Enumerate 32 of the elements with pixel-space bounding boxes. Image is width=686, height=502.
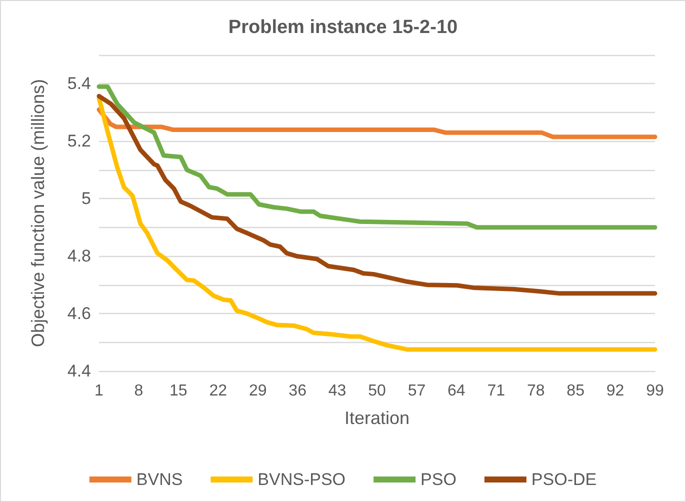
legend-label: PSO — [420, 470, 456, 489]
y-tick-label: 5 — [82, 189, 91, 208]
x-tick-label: 85 — [566, 382, 585, 400]
line-series — [96, 94, 658, 296]
x-tick-label: 29 — [248, 382, 267, 400]
line-series — [96, 107, 658, 140]
y-tick-label: 5.4 — [67, 74, 91, 94]
x-tick-label: 64 — [448, 382, 466, 400]
x-tick-label: 1 — [94, 382, 104, 400]
x-tick-label: 8 — [134, 382, 144, 400]
x-tick-label: 22 — [209, 382, 228, 400]
x-tick-label: 78 — [526, 382, 545, 400]
line-series — [96, 96, 658, 352]
x-tick-label: 71 — [487, 382, 506, 400]
y-tick-label: 4.8 — [67, 246, 91, 266]
x-tick-label: 57 — [408, 382, 426, 400]
x-tick-label: 99 — [646, 382, 664, 400]
x-tick-label: 92 — [606, 382, 624, 400]
legend-label: BVNS-PSO — [258, 470, 346, 489]
legend-label: PSO-DE — [531, 470, 597, 489]
y-axis-title: Objective function value (millions) — [28, 78, 48, 348]
chart-title: Problem instance 15-2-10 — [228, 17, 458, 38]
y-tick-label: 4.4 — [67, 362, 91, 380]
y-tick-label: 4.6 — [67, 304, 91, 324]
x-tick-label: 43 — [328, 382, 346, 400]
x-tick-label: 36 — [288, 382, 307, 400]
x-tick-label: 50 — [368, 382, 386, 400]
y-tick-label: 5.2 — [67, 132, 91, 151]
line-series — [96, 84, 658, 230]
x-axis-title: Iteration — [344, 408, 410, 428]
legend-label: BVNS — [136, 470, 183, 489]
x-tick-label: 15 — [170, 382, 188, 400]
